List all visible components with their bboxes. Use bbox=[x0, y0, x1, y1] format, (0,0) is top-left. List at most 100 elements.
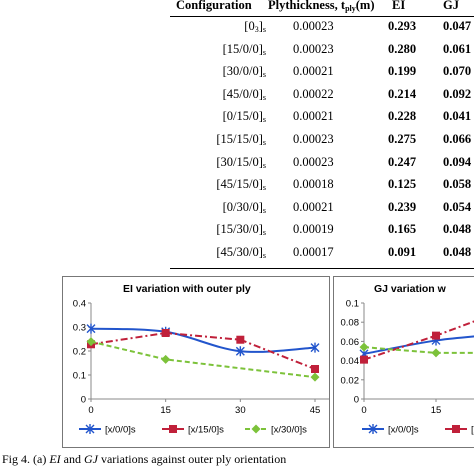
cell-ei: 0.125 bbox=[388, 177, 416, 192]
y-tick-label: 0.1 bbox=[73, 371, 86, 382]
cell-ply-thickness: 0.00021 bbox=[293, 64, 334, 79]
cell-gj: 0.061 bbox=[443, 42, 471, 57]
point-marker-square bbox=[311, 365, 319, 373]
cell-ei: 0.199 bbox=[388, 64, 416, 79]
x-tick-label: 30 bbox=[235, 405, 246, 416]
cell-ei: 0.247 bbox=[388, 155, 416, 170]
cell-configuration: [15/15/0]s bbox=[216, 132, 266, 147]
point-marker-square bbox=[360, 356, 368, 364]
point-marker-square bbox=[162, 329, 170, 337]
legend-label: [x/30/0]s bbox=[271, 425, 307, 436]
legend-item: [x/0/0]s bbox=[79, 424, 136, 436]
cell-configuration: [45/0/0]s bbox=[223, 87, 266, 102]
cell-gj: 0.070 bbox=[443, 64, 471, 79]
point-marker-diamond bbox=[252, 425, 261, 434]
table-row: [45/0/0]s 0.00022 0.214 0.092 bbox=[0, 87, 474, 109]
table-row: [15/30/0]s 0.00019 0.165 0.048 bbox=[0, 222, 474, 244]
y-tick-label: 0.4 bbox=[73, 299, 86, 310]
figure-caption: Fig 4. (a) EI and GJ variations against … bbox=[2, 452, 286, 467]
cell-ei: 0.165 bbox=[388, 222, 416, 237]
x-tick-label: 15 bbox=[431, 405, 442, 416]
table-row: [0/15/0]s 0.00021 0.228 0.041 bbox=[0, 109, 474, 131]
series-line bbox=[364, 311, 474, 354]
cell-gj: 0.092 bbox=[443, 87, 471, 102]
series-1 bbox=[360, 306, 474, 359]
cell-ei: 0.275 bbox=[388, 132, 416, 147]
legend-item: [x/30/0]s bbox=[245, 425, 307, 436]
y-tick-label: 0.02 bbox=[341, 375, 360, 386]
cell-ply-thickness: 0.00022 bbox=[293, 87, 334, 102]
cell-ply-thickness: 0.00023 bbox=[293, 132, 334, 147]
cell-ei: 0.280 bbox=[388, 42, 416, 57]
x-tick-label: 0 bbox=[361, 405, 366, 416]
cell-configuration: [0/15/0]s bbox=[223, 109, 266, 124]
x-tick-label: 0 bbox=[88, 405, 93, 416]
series-3 bbox=[360, 343, 474, 358]
table-row: [30/0/0]s 0.00021 0.199 0.070 bbox=[0, 64, 474, 86]
cell-ei: 0.293 bbox=[388, 19, 416, 34]
header-ei: EI bbox=[392, 0, 405, 13]
cell-ply-thickness: 0.00023 bbox=[293, 42, 334, 57]
y-tick-label: 0.3 bbox=[73, 323, 86, 334]
header-ply-thickness: Plythickness, tply(m) bbox=[268, 0, 375, 13]
y-tick-label: 0.2 bbox=[73, 347, 86, 358]
cell-gj: 0.094 bbox=[443, 155, 471, 170]
y-tick-label: 0.08 bbox=[341, 318, 360, 329]
legend-label: [x/0/0]s bbox=[105, 425, 136, 436]
series-line bbox=[91, 329, 315, 352]
cell-gj: 0.041 bbox=[443, 109, 471, 124]
cell-ei: 0.214 bbox=[388, 87, 416, 102]
point-marker-square bbox=[432, 332, 440, 340]
y-tick-label: 0.04 bbox=[341, 356, 360, 367]
cell-ply-thickness: 0.00023 bbox=[293, 155, 334, 170]
cell-ei: 0.228 bbox=[388, 109, 416, 124]
table-bottom-rule bbox=[170, 268, 474, 269]
series-line bbox=[364, 309, 474, 360]
series-line bbox=[91, 342, 315, 378]
cell-ei: 0.239 bbox=[388, 200, 416, 215]
cell-gj: 0.058 bbox=[443, 177, 471, 192]
cell-configuration: [03]s bbox=[244, 19, 266, 34]
table-header-rule bbox=[170, 16, 474, 17]
header-gj: GJ bbox=[443, 0, 459, 13]
cell-gj: 0.054 bbox=[443, 200, 471, 215]
y-tick-label: 0.1 bbox=[346, 299, 359, 310]
cell-ei: 0.091 bbox=[388, 245, 416, 260]
cell-ply-thickness: 0.00017 bbox=[293, 245, 334, 260]
properties-table: Configuration Plythickness, tply(m) EI G… bbox=[0, 0, 474, 270]
cell-configuration: [15/30/0]s bbox=[216, 222, 266, 237]
x-tick-label: 15 bbox=[160, 405, 171, 416]
y-tick-label: 0.06 bbox=[341, 337, 360, 348]
table-row: [15/15/0]s 0.00023 0.275 0.066 bbox=[0, 132, 474, 154]
cell-ply-thickness: 0.00023 bbox=[293, 19, 334, 34]
ei-variation-chart: EI variation with outer ply00.10.20.30.4… bbox=[63, 277, 329, 447]
legend-label: [x/15/0]s bbox=[188, 425, 224, 436]
cell-configuration: [30/0/0]s bbox=[223, 64, 266, 79]
point-marker-diamond bbox=[161, 355, 170, 364]
point-marker-diamond bbox=[432, 348, 441, 357]
cell-configuration: [45/15/0]s bbox=[216, 177, 266, 192]
series-2 bbox=[360, 305, 474, 364]
point-marker-square bbox=[169, 425, 177, 433]
cell-ply-thickness: 0.00021 bbox=[293, 109, 334, 124]
legend-item: [x/15/0]s bbox=[162, 425, 224, 436]
series-3 bbox=[87, 337, 320, 382]
cell-gj: 0.048 bbox=[443, 222, 471, 237]
legend-label: [x/0/0]s bbox=[388, 425, 419, 436]
header-configuration: Configuration bbox=[176, 0, 252, 13]
cell-gj: 0.066 bbox=[443, 132, 471, 147]
point-marker-square bbox=[236, 336, 244, 344]
point-marker-square bbox=[452, 425, 460, 433]
legend-item: [x/0/0]s bbox=[362, 424, 419, 436]
table-header-row: Configuration Plythickness, tply(m) EI G… bbox=[0, 0, 474, 20]
cell-ply-thickness: 0.00019 bbox=[293, 222, 334, 237]
cell-configuration: [30/15/0]s bbox=[216, 155, 266, 170]
